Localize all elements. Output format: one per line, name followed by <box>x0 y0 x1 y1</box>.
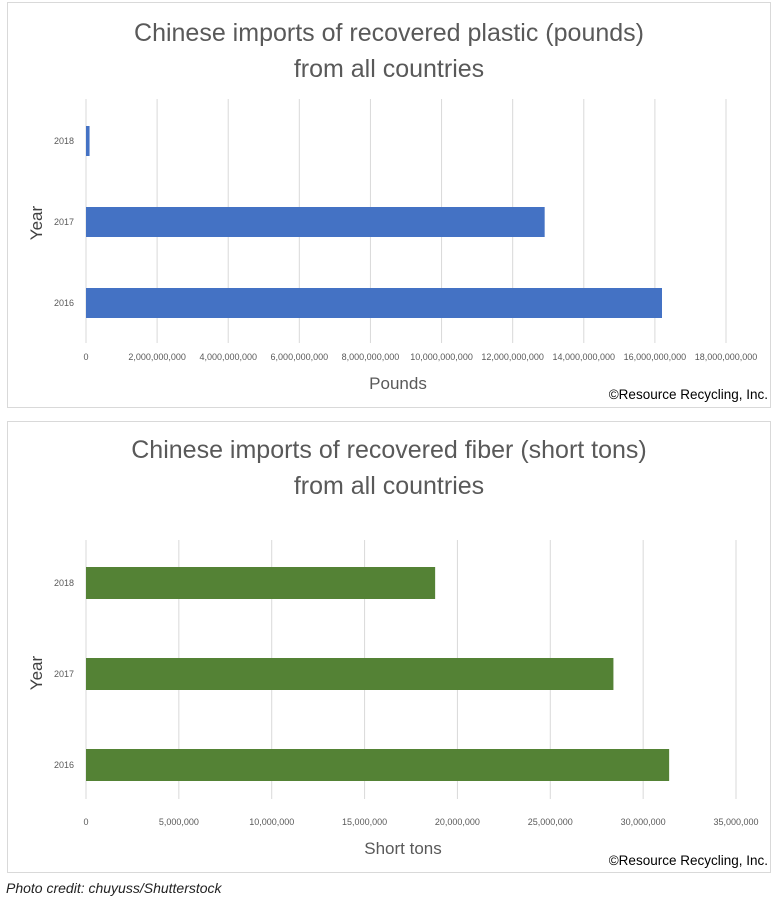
plastic-chart-panel: Chinese imports of recovered plastic (po… <box>7 2 771 408</box>
plastic-category-label: 2017 <box>54 217 74 227</box>
fiber-chart: Chinese imports of recovered fiber (shor… <box>27 436 768 868</box>
fiber-category-label: 2016 <box>54 760 74 770</box>
fiber-x-tick-label: 20,000,000 <box>435 817 480 827</box>
plastic-chart: Chinese imports of recovered plastic (po… <box>27 19 768 402</box>
fiber-x-tick-label: 30,000,000 <box>621 817 666 827</box>
plastic-bar-2017 <box>86 207 545 237</box>
fiber-x-axis-title: Short tons <box>364 839 442 858</box>
fiber-category-label: 2018 <box>54 578 74 588</box>
plastic-x-tick-label: 18,000,000,000 <box>695 352 758 362</box>
fiber-chart-panel: Chinese imports of recovered fiber (shor… <box>7 421 771 873</box>
plastic-chart-title-line-2: from all countries <box>294 55 484 83</box>
fiber-x-tick-label: 10,000,000 <box>249 817 294 827</box>
fiber-bar-2018 <box>86 567 436 599</box>
fiber-bar-2017 <box>86 658 614 690</box>
plastic-x-tick-label: 8,000,000,000 <box>342 352 400 362</box>
plastic-x-tick-label: 16,000,000,000 <box>624 352 687 362</box>
plastic-x-tick-label: 12,000,000,000 <box>481 352 544 362</box>
fiber-bar-2016 <box>86 749 670 781</box>
plastic-bar-2016 <box>86 288 662 318</box>
plastic-y-axis-title: Year <box>27 205 46 240</box>
fiber-x-tick-label: 0 <box>83 817 88 827</box>
fiber-copyright: ©Resource Recycling, Inc. <box>609 853 768 868</box>
fiber-category-label: 2017 <box>54 669 74 679</box>
plastic-x-tick-label: 0 <box>83 352 88 362</box>
fiber-x-tick-label: 5,000,000 <box>159 817 199 827</box>
fiber-x-tick-label: 25,000,000 <box>528 817 573 827</box>
photo-credit: Photo credit: chuyuss/Shutterstock <box>6 880 222 896</box>
fiber-x-tick-label: 35,000,000 <box>713 817 758 827</box>
plastic-x-axis-title: Pounds <box>369 374 427 393</box>
plastic-x-tick-label: 14,000,000,000 <box>552 352 615 362</box>
plastic-category-label: 2018 <box>54 136 74 146</box>
fiber-y-axis-title: Year <box>27 655 46 690</box>
plastic-x-tick-label: 2,000,000,000 <box>128 352 186 362</box>
plastic-category-label: 2016 <box>54 298 74 308</box>
plastic-x-tick-label: 10,000,000,000 <box>410 352 473 362</box>
plastic-bar-2018 <box>86 126 90 156</box>
plastic-copyright: ©Resource Recycling, Inc. <box>609 387 768 402</box>
fiber-chart-title-line-1: Chinese imports of recovered fiber (shor… <box>131 436 647 464</box>
plastic-chart-title-line-1: Chinese imports of recovered plastic (po… <box>134 19 644 47</box>
plastic-x-tick-label: 6,000,000,000 <box>271 352 329 362</box>
fiber-x-tick-label: 15,000,000 <box>342 817 387 827</box>
fiber-chart-title-line-2: from all countries <box>294 472 484 500</box>
plastic-x-tick-label: 4,000,000,000 <box>199 352 257 362</box>
